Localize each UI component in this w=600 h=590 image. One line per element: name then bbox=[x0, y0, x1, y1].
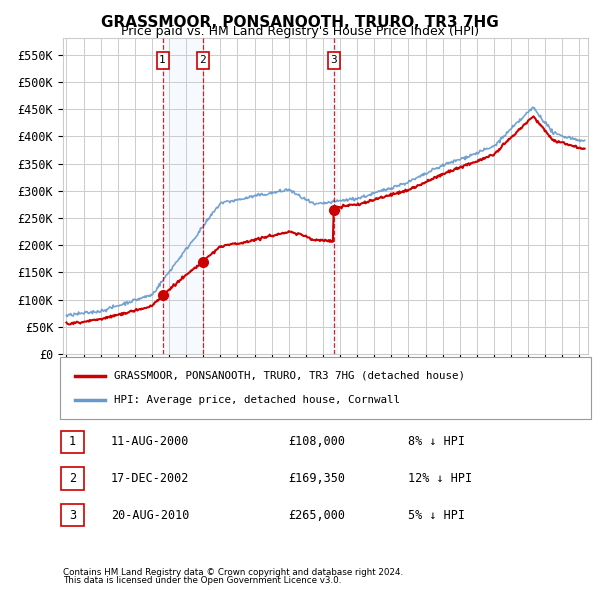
FancyBboxPatch shape bbox=[197, 53, 209, 68]
Text: £108,000: £108,000 bbox=[288, 435, 345, 448]
Text: 3: 3 bbox=[69, 509, 76, 522]
Text: Price paid vs. HM Land Registry's House Price Index (HPI): Price paid vs. HM Land Registry's House … bbox=[121, 25, 479, 38]
Text: £169,350: £169,350 bbox=[288, 472, 345, 485]
Text: 2: 2 bbox=[199, 55, 206, 65]
Text: This data is licensed under the Open Government Licence v3.0.: This data is licensed under the Open Gov… bbox=[63, 576, 341, 585]
Text: 17-DEC-2002: 17-DEC-2002 bbox=[111, 472, 190, 485]
Text: Contains HM Land Registry data © Crown copyright and database right 2024.: Contains HM Land Registry data © Crown c… bbox=[63, 568, 403, 577]
Text: 20-AUG-2010: 20-AUG-2010 bbox=[111, 509, 190, 522]
Text: 1: 1 bbox=[69, 435, 76, 448]
Text: 3: 3 bbox=[331, 55, 337, 65]
FancyBboxPatch shape bbox=[328, 53, 340, 68]
Text: 2: 2 bbox=[69, 472, 76, 485]
Text: 8% ↓ HPI: 8% ↓ HPI bbox=[408, 435, 465, 448]
Bar bbox=[331, 38, 337, 354]
Text: 5% ↓ HPI: 5% ↓ HPI bbox=[408, 509, 465, 522]
Text: GRASSMOOR, PONSANOOTH, TRURO, TR3 7HG (detached house): GRASSMOOR, PONSANOOTH, TRURO, TR3 7HG (d… bbox=[114, 371, 465, 381]
Text: £265,000: £265,000 bbox=[288, 509, 345, 522]
Text: 1: 1 bbox=[159, 55, 166, 65]
Bar bbox=[163, 38, 203, 354]
FancyBboxPatch shape bbox=[157, 53, 169, 68]
Text: 12% ↓ HPI: 12% ↓ HPI bbox=[408, 472, 472, 485]
Text: GRASSMOOR, PONSANOOTH, TRURO, TR3 7HG: GRASSMOOR, PONSANOOTH, TRURO, TR3 7HG bbox=[101, 15, 499, 30]
Text: 11-AUG-2000: 11-AUG-2000 bbox=[111, 435, 190, 448]
Text: HPI: Average price, detached house, Cornwall: HPI: Average price, detached house, Corn… bbox=[114, 395, 400, 405]
